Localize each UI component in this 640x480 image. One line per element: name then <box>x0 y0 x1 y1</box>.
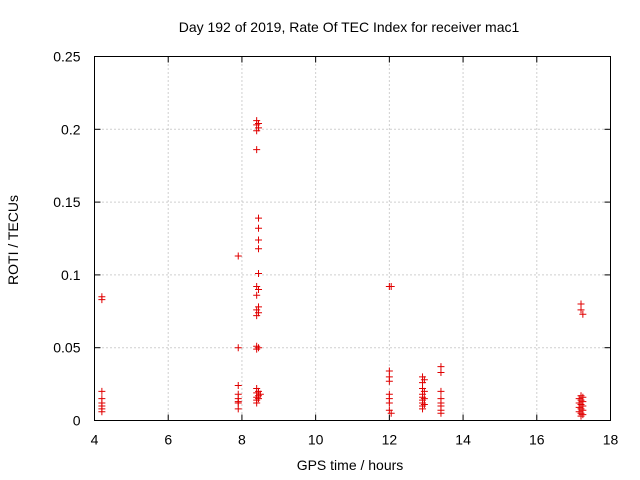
x-tick-labels: 4 6 8 10 12 14 16 18 <box>91 432 619 448</box>
data-point <box>234 382 242 390</box>
data-point <box>253 312 261 320</box>
data-point <box>420 400 428 408</box>
x-tick-label: 10 <box>308 432 324 448</box>
data-point <box>385 377 393 385</box>
x-tick-label: 4 <box>91 432 99 448</box>
data-point <box>437 368 445 376</box>
y-tick-label: 0.2 <box>61 121 81 137</box>
data-point <box>98 296 106 304</box>
data-point <box>253 127 261 135</box>
y-tick-labels: 0 0.05 0.1 0.15 0.2 0.25 <box>53 49 80 429</box>
data-point <box>255 214 263 222</box>
data-point <box>98 408 106 416</box>
x-tick-label: 12 <box>382 432 398 448</box>
data-point <box>577 306 585 314</box>
data-point <box>253 146 261 154</box>
data-point <box>255 285 263 293</box>
data-point <box>255 236 263 244</box>
data-point <box>253 399 261 407</box>
data-point <box>385 399 393 407</box>
data-point <box>255 344 263 352</box>
data-point <box>234 405 242 413</box>
data-point <box>253 345 261 353</box>
y-tick-label: 0.25 <box>53 49 80 65</box>
data-point <box>419 405 427 413</box>
y-tick-label: 0.1 <box>61 267 81 283</box>
plot-frame <box>94 56 611 421</box>
data-point <box>437 409 445 417</box>
x-tick-label: 14 <box>455 432 471 448</box>
data-point <box>234 344 242 352</box>
y-axis-label: ROTI / TECUs <box>5 195 21 285</box>
data-point <box>234 252 242 260</box>
x-tick-label: 16 <box>529 432 545 448</box>
gridlines <box>94 56 611 421</box>
data-point <box>255 245 263 253</box>
y-tick-label: 0.05 <box>53 340 80 356</box>
axis-ticks <box>94 56 611 421</box>
data-point <box>579 310 587 318</box>
x-tick-label: 6 <box>164 432 172 448</box>
x-tick-label: 18 <box>603 432 619 448</box>
data-point <box>577 412 585 420</box>
data-point <box>387 283 395 291</box>
data-point <box>253 291 261 299</box>
y-tick-label: 0.15 <box>53 194 80 210</box>
chart-title: Day 192 of 2019, Rate Of TEC Index for r… <box>179 19 520 35</box>
x-axis-label: GPS time / hours <box>297 457 404 473</box>
data-point <box>255 269 263 277</box>
data-points <box>98 117 587 420</box>
data-point <box>98 387 106 395</box>
data-point <box>437 387 445 395</box>
y-tick-label: 0 <box>73 413 81 429</box>
data-point <box>387 409 395 417</box>
data-point <box>255 224 263 232</box>
x-tick-label: 8 <box>238 432 246 448</box>
